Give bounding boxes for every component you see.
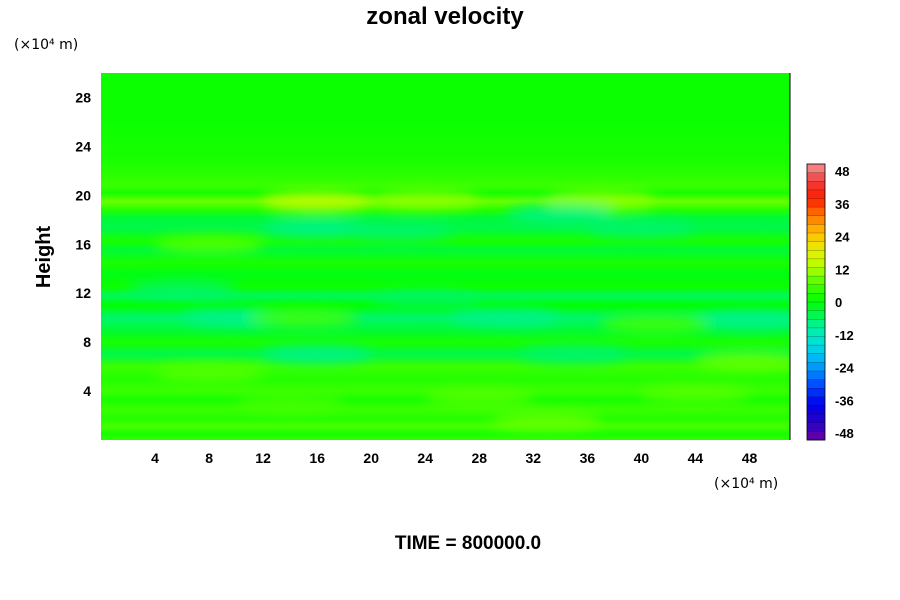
colorbar-level bbox=[807, 258, 825, 268]
x-axis-ticks: 4 8 12 16 20 24 28 32 36 40 44 48 bbox=[151, 450, 757, 466]
colorbar-level bbox=[807, 310, 825, 320]
colorbar-tick-label: -36 bbox=[835, 393, 854, 408]
colorbar-tick-label: -12 bbox=[835, 328, 854, 343]
colorbar-frame bbox=[806, 163, 826, 441]
field-patch-11 bbox=[248, 308, 359, 327]
colorbar-level bbox=[807, 345, 825, 355]
colorbar-level bbox=[807, 224, 825, 234]
field-patch-15 bbox=[694, 351, 790, 370]
x-tick-label: 48 bbox=[742, 450, 758, 466]
y-tick-label: 28 bbox=[75, 90, 91, 106]
colorbar-tick-label: 24 bbox=[835, 230, 850, 245]
x-tick-label: 20 bbox=[363, 450, 379, 466]
colorbar-level bbox=[807, 241, 825, 251]
y-tick-label: 4 bbox=[83, 383, 91, 399]
colorbar-level bbox=[807, 336, 825, 346]
y-axis-unit: (×10⁴ m) bbox=[14, 37, 78, 53]
y-tick-label: 24 bbox=[75, 138, 91, 154]
y-tick-label: 16 bbox=[75, 236, 91, 252]
colorbar-tick-label: 12 bbox=[835, 262, 849, 277]
colorbar-level bbox=[807, 353, 825, 363]
colorbar-level bbox=[807, 250, 825, 260]
field-patch-3 bbox=[154, 235, 265, 254]
colorbar-level bbox=[807, 431, 825, 441]
y-axis-ticks: 4 8 12 16 20 24 28 bbox=[75, 90, 91, 400]
x-tick-label: 36 bbox=[580, 450, 596, 466]
colorbar-level bbox=[807, 362, 825, 372]
field-patch-16 bbox=[154, 363, 265, 382]
x-tick-label: 12 bbox=[255, 450, 271, 466]
colorbar-ticks: 48 36 24 12 0 -12 -24 -36 -48 bbox=[835, 164, 855, 441]
chart-title: zonal velocity bbox=[366, 3, 524, 30]
colorbar-level bbox=[807, 198, 825, 208]
field-patch-20 bbox=[491, 412, 602, 431]
colorbar-level bbox=[807, 379, 825, 389]
colorbar-level bbox=[807, 371, 825, 380]
field-patches bbox=[127, 191, 790, 431]
field-patch-6 bbox=[343, 223, 454, 241]
field-patch-2 bbox=[545, 191, 656, 210]
x-tick-label: 44 bbox=[688, 450, 704, 466]
field-patch-7 bbox=[586, 219, 697, 238]
field-patch-14 bbox=[518, 345, 629, 364]
colorbar-level bbox=[807, 267, 825, 277]
colorbar-tick-label: 0 bbox=[835, 295, 842, 310]
x-tick-label: 28 bbox=[472, 450, 488, 466]
colorbar-level bbox=[807, 388, 825, 398]
colorbar-level bbox=[807, 164, 825, 173]
field-patch-13 bbox=[262, 345, 373, 364]
colorbar-level bbox=[807, 189, 825, 199]
field-patch-1 bbox=[370, 191, 481, 210]
field-patch-18 bbox=[640, 384, 751, 403]
field-patch-10 bbox=[694, 311, 790, 330]
y-tick-label: 8 bbox=[83, 334, 91, 350]
colorbar-level bbox=[807, 414, 825, 424]
colorbar-level bbox=[807, 284, 825, 294]
colorbar-level bbox=[807, 319, 825, 329]
y-tick-label: 12 bbox=[75, 285, 91, 301]
colorbar-level bbox=[807, 172, 825, 182]
colorbar-tick-label: 36 bbox=[835, 197, 849, 212]
y-axis-label: Height bbox=[33, 226, 55, 289]
colorbar-level bbox=[807, 422, 825, 432]
colorbar-tick-label: 48 bbox=[835, 164, 849, 179]
x-axis-unit: (×10⁴ m) bbox=[714, 476, 778, 492]
field-patch-9 bbox=[451, 308, 562, 327]
field-patch-21 bbox=[127, 280, 238, 299]
colorbar-level bbox=[807, 215, 825, 225]
colorbar-tick-label: -48 bbox=[835, 426, 854, 441]
x-tick-label: 8 bbox=[205, 450, 213, 466]
colorbar-level bbox=[807, 327, 825, 337]
colorbar bbox=[806, 163, 826, 441]
x-tick-label: 24 bbox=[417, 450, 433, 466]
field-patch-22 bbox=[370, 290, 481, 309]
field-patch-19 bbox=[235, 394, 346, 413]
colorbar-level bbox=[807, 405, 825, 415]
field-patch-4 bbox=[505, 204, 616, 223]
colorbar-level bbox=[807, 276, 825, 286]
x-tick-label: 16 bbox=[309, 450, 325, 466]
field-patch-17 bbox=[424, 388, 535, 407]
x-tick-label: 32 bbox=[526, 450, 542, 466]
velocity-field bbox=[101, 73, 790, 440]
colorbar-level bbox=[807, 181, 825, 191]
colorbar-level bbox=[807, 293, 825, 303]
x-tick-label: 4 bbox=[151, 450, 159, 466]
colorbar-level bbox=[807, 233, 825, 242]
colorbar-level bbox=[807, 207, 825, 217]
colorbar-tick-label: -24 bbox=[835, 361, 855, 376]
colorbar-level bbox=[807, 302, 825, 311]
time-label: TIME = 800000.0 bbox=[395, 533, 541, 554]
colorbar-level bbox=[807, 396, 825, 406]
x-tick-label: 40 bbox=[634, 450, 650, 466]
y-tick-label: 20 bbox=[75, 187, 91, 203]
field-patch-12 bbox=[599, 314, 710, 333]
field-patch-0 bbox=[262, 192, 373, 211]
